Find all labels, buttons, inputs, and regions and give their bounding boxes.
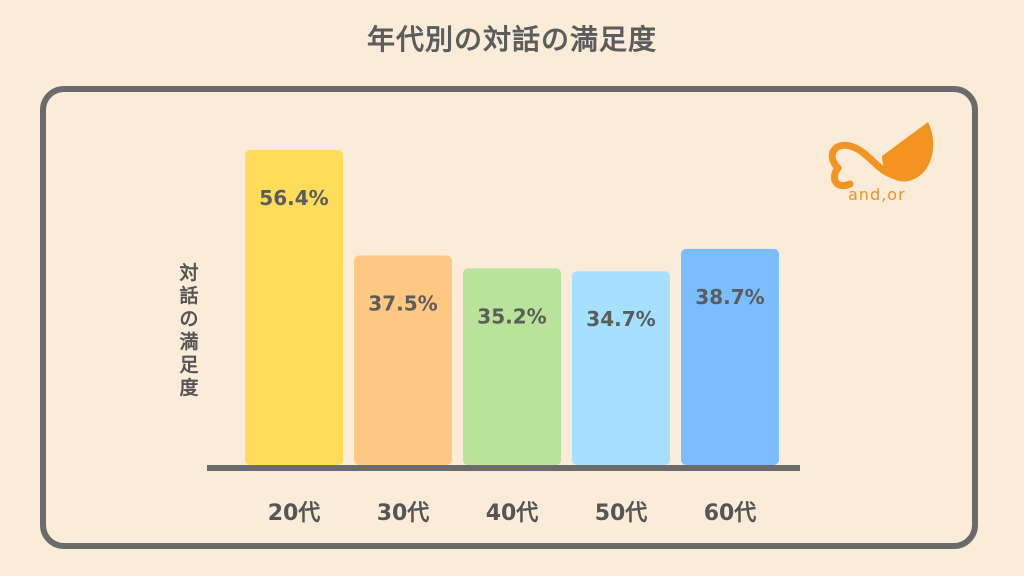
bar-3: [463, 268, 561, 465]
category-label-1: 20代: [268, 501, 321, 526]
bar-value-label-2: 37.5%: [368, 292, 437, 316]
category-label-4: 50代: [595, 501, 648, 526]
bar-2: [354, 255, 452, 465]
chart-title: 年代別の対話の満足度: [366, 23, 657, 56]
bar-value-label-1: 56.4%: [259, 186, 328, 210]
category-label-2: 30代: [377, 501, 430, 526]
chart-frame: [40, 86, 978, 549]
category-label-5: 60代: [704, 501, 757, 526]
and-or-logo: [828, 122, 934, 189]
logo-text: and,or: [848, 185, 906, 204]
y-axis-label: 対話の満足度: [179, 262, 199, 399]
category-label-3: 40代: [486, 501, 539, 526]
bar-4: [572, 271, 670, 465]
bar-5: [681, 248, 779, 465]
bar-value-label-3: 35.2%: [477, 304, 546, 328]
bar-value-label-4: 34.7%: [586, 307, 655, 331]
bar-1: [245, 150, 343, 465]
bar-value-label-5: 38.7%: [695, 285, 764, 309]
